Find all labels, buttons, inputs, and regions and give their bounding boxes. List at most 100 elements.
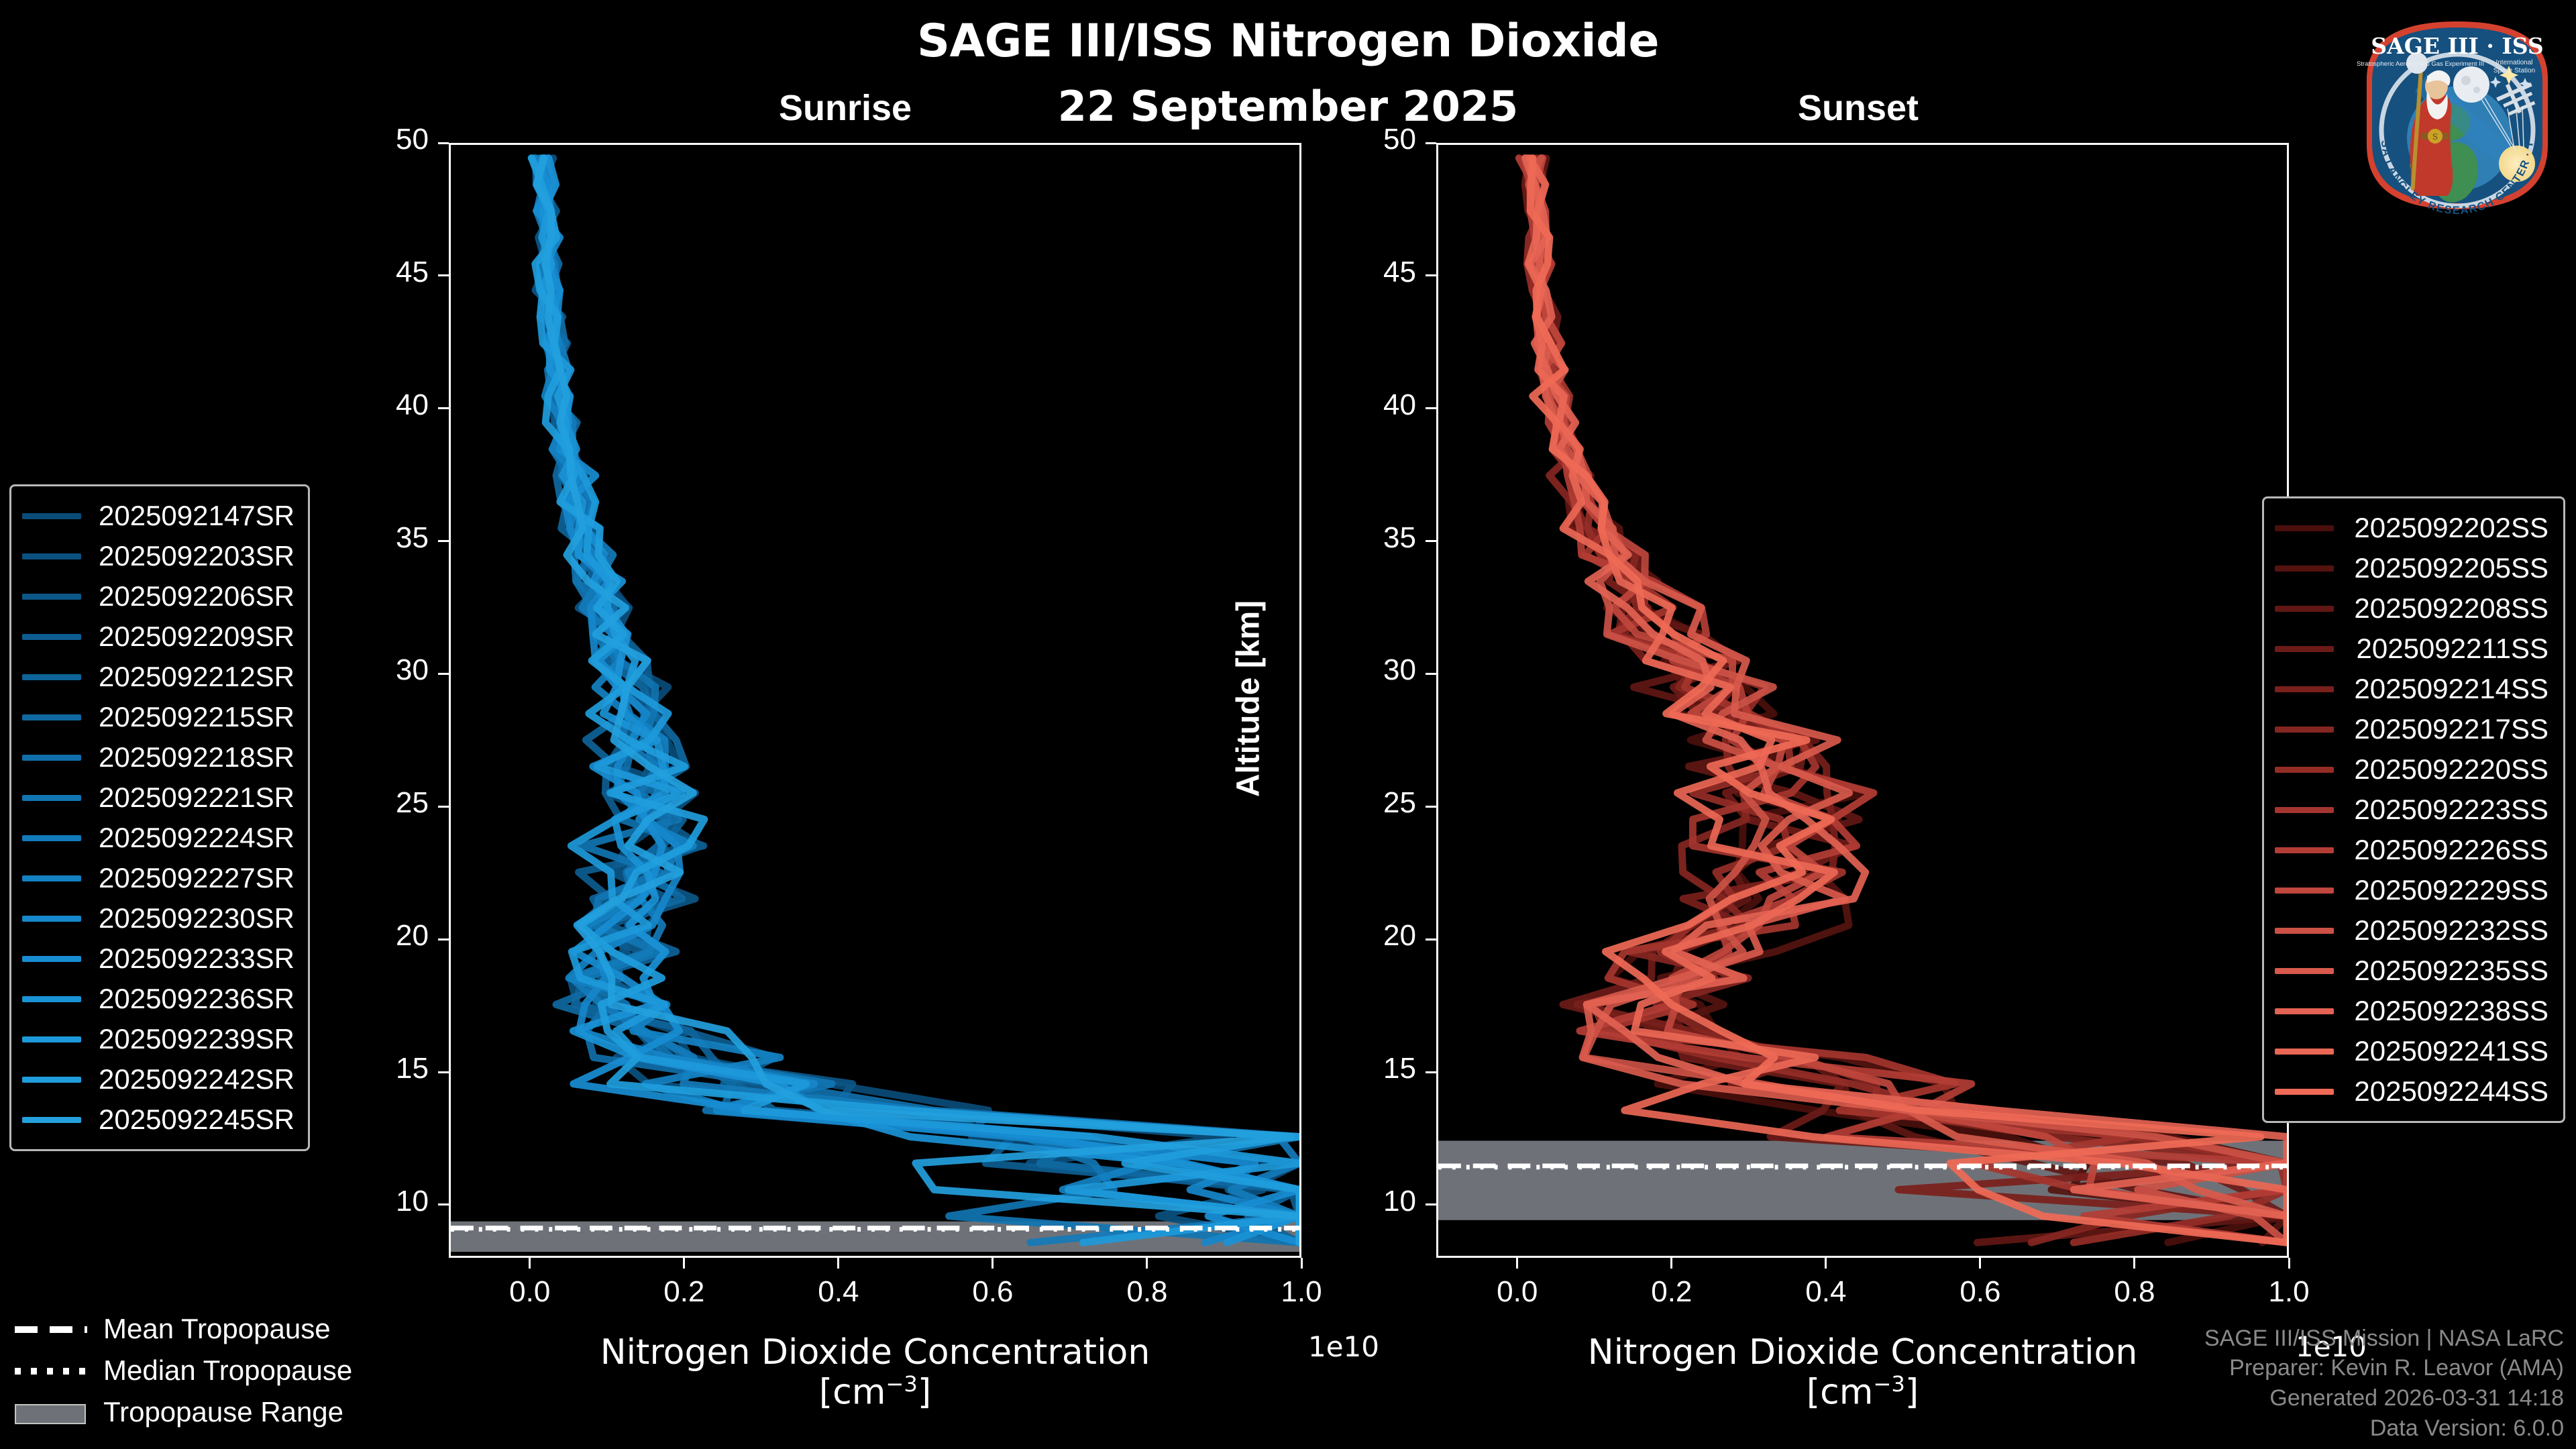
- legend-color-swatch: [2275, 847, 2334, 853]
- y-tick-label-40: 40: [1383, 388, 1416, 421]
- footer-credits: SAGE III/ISS Mission | NASA LaRC Prepare…: [2204, 1324, 2564, 1444]
- legend-item-2025092239SR[interactable]: 2025092239SR: [22, 1019, 294, 1059]
- sunrise-plot-area: [449, 143, 1301, 1258]
- legend-item-2025092227SR[interactable]: 2025092227SR: [22, 858, 294, 898]
- legend-item-2025092211SS[interactable]: 2025092211SS: [2275, 629, 2548, 669]
- legend-item-2025092241SS[interactable]: 2025092241SS: [2275, 1031, 2548, 1071]
- tropopause-legend: Mean Tropopause Median Tropopause Tropop…: [15, 1308, 390, 1433]
- legend-item-2025092223SS[interactable]: 2025092223SS: [2275, 790, 2548, 830]
- y-tick-label-35: 35: [396, 521, 429, 554]
- legend-item-2025092220SS[interactable]: 2025092220SS: [2275, 749, 2548, 790]
- legend-item-2025092230SR[interactable]: 2025092230SR: [22, 898, 294, 938]
- legend-event-label: 2025092203SR: [99, 540, 294, 572]
- y-tick-mark-10: [1426, 1203, 1436, 1206]
- legend-event-label: 2025092233SR: [99, 943, 294, 974]
- legend-item-2025092205SS[interactable]: 2025092205SS: [2275, 548, 2548, 588]
- profile-trace: [1521, 154, 2287, 1246]
- legend-event-label: 2025092214SS: [2354, 673, 2548, 704]
- y-tick-label-30: 30: [396, 653, 429, 687]
- y-tick-label-35: 35: [1383, 521, 1416, 554]
- legend-item-2025092238SS[interactable]: 2025092238SS: [2275, 991, 2548, 1031]
- legend-color-swatch: [2275, 927, 2334, 934]
- sunset-x-axis-title: Nitrogen Dioxide Concentration [cm−3]: [1356, 1333, 2369, 1412]
- y-tick-mark-10: [438, 1203, 449, 1206]
- sunrise-event-legend[interactable]: 2025092147SR 2025092203SR 2025092206SR 2025…: [9, 484, 310, 1151]
- profile-trace: [533, 154, 1299, 1246]
- x-tick-mark-0.0: [529, 1258, 531, 1269]
- legend-item-2025092218SR[interactable]: 2025092218SR: [22, 737, 294, 777]
- sunset-profile-canvas: [1438, 154, 2287, 1246]
- y-tick-mark-50: [438, 142, 449, 144]
- x-tick-mark-0.2: [683, 1258, 686, 1269]
- legend-event-label: 2025092232SS: [2354, 914, 2548, 946]
- x-tick-mark-0.2: [1670, 1258, 1673, 1269]
- legend-item-2025092202SS[interactable]: 2025092202SS: [2275, 508, 2548, 548]
- x-tick-label-0.4: 0.4: [1805, 1275, 1847, 1308]
- x-tick-label-1.0: 1.0: [1281, 1275, 1322, 1308]
- x-tick-mark-1.0: [2288, 1258, 2290, 1269]
- x-tick-mark-0.4: [1825, 1258, 1827, 1269]
- page-title: SAGE III/ISS Nitrogen Dioxide: [917, 15, 1659, 68]
- legend-item-2025092244SS[interactable]: 2025092244SS: [2275, 1071, 2548, 1112]
- legend-item-2025092233SR[interactable]: 2025092233SR: [22, 938, 294, 979]
- legend-item-2025092214SS[interactable]: 2025092214SS: [2275, 669, 2548, 709]
- legend-item-2025092232SS[interactable]: 2025092232SS: [2275, 910, 2548, 951]
- legend-color-swatch: [22, 1076, 81, 1083]
- legend-event-label: 2025092244SS: [2354, 1075, 2548, 1107]
- legend-item-2025092235SS[interactable]: 2025092235SS: [2275, 951, 2548, 991]
- legend-item-2025092215SR[interactable]: 2025092215SR: [22, 697, 294, 737]
- y-tick-label-15: 15: [396, 1052, 429, 1085]
- y-tick-mark-40: [438, 407, 449, 410]
- legend-item-2025092229SS[interactable]: 2025092229SS: [2275, 870, 2548, 910]
- sunset-plot-area: [1436, 143, 2289, 1258]
- x-tick-mark-0.4: [837, 1258, 840, 1269]
- legend-color-swatch: [22, 875, 81, 881]
- legend-row-tropopause-range: Tropopause Range: [15, 1391, 390, 1433]
- x-tick-mark-0.0: [1516, 1258, 1519, 1269]
- legend-color-swatch: [22, 754, 81, 761]
- legend-item-2025092245SR[interactable]: 2025092245SR: [22, 1099, 294, 1140]
- legend-item-2025092203SR[interactable]: 2025092203SR: [22, 536, 294, 576]
- y-tick-mark-25: [438, 805, 449, 808]
- legend-event-label: 2025092239SR: [99, 1023, 294, 1055]
- legend-event-label: 2025092217SS: [2354, 713, 2548, 745]
- sunset-event-legend[interactable]: 2025092202SS 2025092205SS 2025092208SS 2025…: [2262, 496, 2565, 1123]
- legend-event-label: 2025092226SS: [2354, 834, 2548, 865]
- y-tick-mark-35: [1426, 540, 1436, 543]
- legend-color-swatch: [22, 633, 81, 640]
- x-axis-title-main: Nitrogen Dioxide Concentration: [1587, 1332, 2138, 1373]
- logo-inner-ring: [2379, 52, 2536, 209]
- legend-event-label: 2025092202SS: [2354, 512, 2548, 543]
- legend-item-2025092224SR[interactable]: 2025092224SR: [22, 818, 294, 858]
- legend-item-2025092208SS[interactable]: 2025092208SS: [2275, 588, 2548, 629]
- logo-subtitle-right: International: [2496, 59, 2532, 66]
- y-tick-label-25: 25: [396, 786, 429, 820]
- legend-color-swatch: [22, 915, 81, 922]
- sunset-panel-title: Sunset: [1797, 88, 1919, 128]
- legend-item-2025092221SR[interactable]: 2025092221SR: [22, 777, 294, 818]
- legend-color-swatch: [2275, 766, 2334, 773]
- legend-item-2025092242SR[interactable]: 2025092242SR: [22, 1059, 294, 1099]
- sunrise-x-axis-offset: 1e10: [1308, 1330, 1380, 1363]
- legend-item-2025092217SS[interactable]: 2025092217SS: [2275, 709, 2548, 749]
- legend-item-2025092226SS[interactable]: 2025092226SS: [2275, 830, 2548, 870]
- legend-event-label: 2025092236SR: [99, 983, 294, 1014]
- y-tick-label-45: 45: [396, 255, 429, 288]
- legend-item-2025092209SR[interactable]: 2025092209SR: [22, 616, 294, 657]
- legend-item-2025092147SR[interactable]: 2025092147SR: [22, 496, 294, 536]
- legend-color-swatch: [22, 674, 81, 680]
- legend-event-label: 2025092229SS: [2354, 874, 2548, 906]
- x-tick-mark-0.6: [991, 1258, 994, 1269]
- dashed-line-icon: [15, 1320, 87, 1338]
- legend-event-label: 2025092241SS: [2354, 1035, 2548, 1067]
- x-tick-label-0.8: 0.8: [1126, 1275, 1168, 1308]
- y-tick-mark-30: [438, 672, 449, 675]
- legend-item-2025092206SR[interactable]: 2025092206SR: [22, 576, 294, 616]
- legend-item-2025092212SR[interactable]: 2025092212SR: [22, 657, 294, 697]
- x-tick-label-0.0: 0.0: [1497, 1275, 1538, 1308]
- legend-color-swatch: [22, 996, 81, 1002]
- footer-mission: SAGE III/ISS Mission | NASA LaRC: [2204, 1325, 2564, 1351]
- legend-item-2025092236SR[interactable]: 2025092236SR: [22, 979, 294, 1019]
- logo-iss: [2496, 82, 2536, 116]
- legend-color-swatch: [22, 513, 81, 519]
